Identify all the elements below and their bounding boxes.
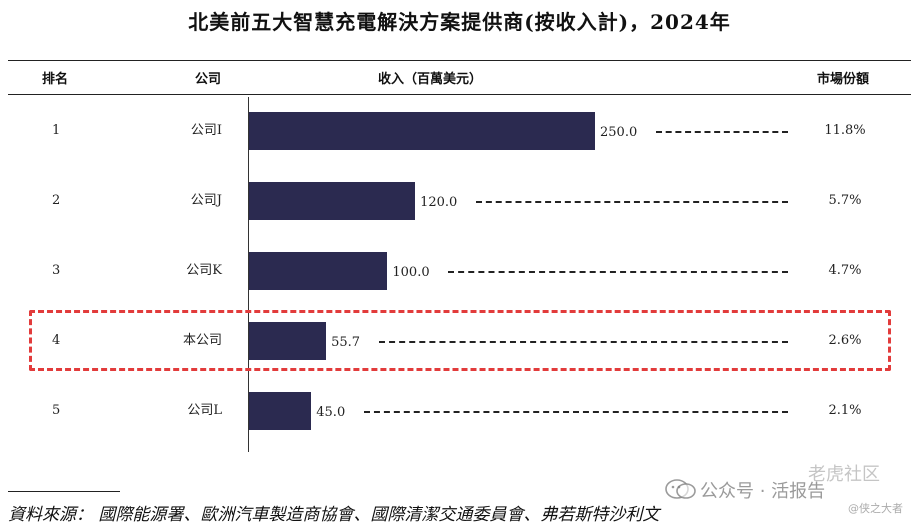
row-market-share: 11.8%: [824, 123, 866, 138]
row-company: 公司K: [186, 263, 222, 278]
row-market-share: 5.7%: [828, 193, 862, 208]
bar-value-label: 100.0: [392, 265, 430, 280]
bar: [249, 252, 388, 290]
bar: [249, 112, 595, 150]
bar: [249, 322, 327, 360]
bar: [249, 392, 312, 430]
row-market-share: 2.1%: [828, 403, 862, 418]
row-rank: 1: [52, 123, 61, 138]
leader-line: [475, 201, 788, 203]
bar-value-label: 45.0: [316, 405, 346, 420]
leader-line: [655, 131, 788, 133]
bar-value-label: 250.0: [600, 125, 638, 140]
row-market-share: 2.6%: [828, 333, 862, 348]
bar: [249, 182, 416, 220]
wechat-logo-icon: [665, 479, 696, 499]
header-share: 市場份額: [817, 72, 870, 87]
row-rank: 4: [52, 333, 61, 348]
highlight-box: [29, 310, 891, 371]
bar-value-label: 55.7: [331, 335, 361, 350]
header-bottom-rule: [8, 94, 911, 95]
row-market-share: 4.7%: [828, 263, 862, 278]
y-axis-line: [248, 97, 249, 452]
row-company: 公司I: [190, 123, 222, 138]
leader-line: [447, 271, 788, 273]
leader-line: [364, 411, 788, 413]
bar-value-label: 120.0: [420, 195, 458, 210]
source-rule: [8, 491, 120, 492]
header-rank: 排名: [42, 72, 69, 87]
row-company: 公司J: [190, 193, 222, 208]
source-note: 資料來源： 國際能源署、歐洲汽車製造商協會、國際清潔交通委員會、弗若斯特沙利文: [8, 505, 660, 525]
row-company: 公司L: [187, 403, 222, 418]
header-top-rule: [8, 60, 911, 61]
watermark-wechat: 公众号 · 活报告: [700, 481, 826, 502]
leader-line: [379, 341, 788, 343]
header-company: 公司: [195, 72, 222, 87]
header-revenue: 收入（百萬美元）: [378, 72, 483, 87]
watermark-site: 老虎社区: [808, 464, 880, 485]
row-rank: 5: [52, 403, 61, 418]
row-company: 本公司: [182, 333, 222, 348]
watermark-user: @侠之大者: [848, 502, 903, 515]
row-rank: 3: [52, 263, 61, 278]
row-rank: 2: [52, 193, 61, 208]
chart-title: 北美前五大智慧充電解決方案提供商(按收入計)，2024年: [188, 10, 731, 34]
